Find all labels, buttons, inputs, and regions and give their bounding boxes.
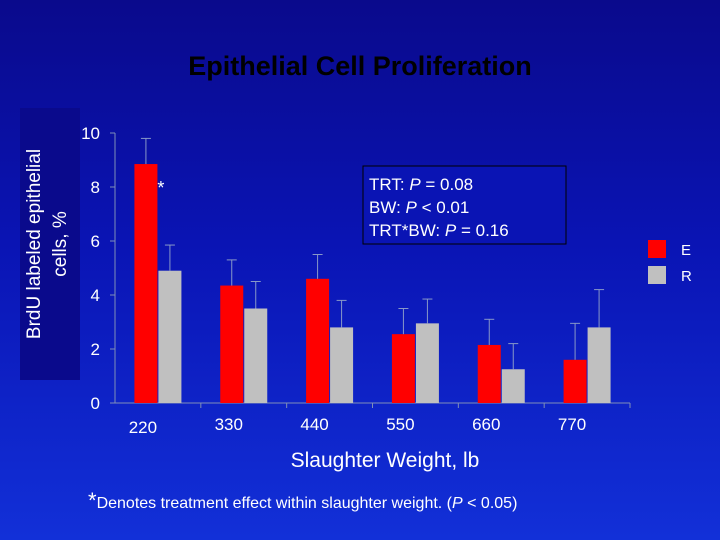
plot-area: 0 2 4 6 8 10 220 * 330 440 550 660 770 bbox=[81, 124, 631, 437]
stats-line-2-value: < 0.01 bbox=[417, 198, 469, 217]
x-tick-label: 660 bbox=[472, 415, 500, 434]
y-tick-label: 6 bbox=[91, 232, 100, 251]
x-tick-label: 550 bbox=[386, 415, 414, 434]
stats-line-3: TRT*BW: P = 0.16 bbox=[369, 221, 509, 240]
bar-e bbox=[391, 334, 415, 403]
stats-line-1-value: = 0.08 bbox=[421, 175, 473, 194]
bar-e bbox=[134, 164, 158, 403]
significance-star: * bbox=[157, 178, 164, 198]
y-tick-label: 10 bbox=[81, 124, 100, 143]
footnote: *Denotes treatment effect within slaught… bbox=[88, 488, 517, 513]
bar-e bbox=[220, 285, 244, 403]
stats-line-1: TRT: P = 0.08 bbox=[369, 175, 473, 194]
legend: E R bbox=[648, 240, 692, 285]
footnote-star: * bbox=[88, 488, 97, 513]
y-axis-label-line-1: BrdU labeled epithelial bbox=[24, 149, 45, 339]
bar-r bbox=[501, 369, 525, 403]
stats-line-1-p: P bbox=[409, 175, 421, 194]
x-axis-label: Slaughter Weight, lb bbox=[291, 449, 480, 472]
x-tick-label: 770 bbox=[558, 415, 586, 434]
stats-line-2-label: BW: bbox=[369, 198, 406, 217]
bar-r bbox=[587, 327, 611, 403]
legend-swatch-e bbox=[648, 240, 666, 258]
stats-line-3-label: TRT*BW: bbox=[369, 221, 445, 240]
y-axis-label-line-2: cells, % bbox=[50, 211, 71, 277]
stats-line-2-p: P bbox=[406, 198, 418, 217]
legend-label-r: R bbox=[681, 268, 692, 285]
y-tick-label: 0 bbox=[91, 394, 100, 413]
stats-line-1-label: TRT: bbox=[369, 175, 409, 194]
bar-e bbox=[306, 278, 330, 403]
stats-box-frame bbox=[362, 165, 567, 245]
bar-r bbox=[330, 327, 354, 403]
legend-swatch-r bbox=[648, 266, 666, 284]
stats-line-3-value: = 0.16 bbox=[456, 221, 508, 240]
stats-box: TRT: P = 0.08 BW: P < 0.01 TRT*BW: P = 0… bbox=[362, 165, 567, 245]
footnote-text: Denotes treatment effect within slaughte… bbox=[97, 495, 453, 512]
footnote-p: P bbox=[452, 495, 463, 512]
legend-label-e: E bbox=[681, 242, 691, 259]
bar-r bbox=[244, 308, 268, 403]
ylabel-box bbox=[20, 108, 80, 380]
bar-e bbox=[477, 344, 501, 403]
y-tick-label: 8 bbox=[91, 178, 100, 197]
y-tick-label: 2 bbox=[91, 340, 100, 359]
x-tick-label: 440 bbox=[300, 415, 328, 434]
footnote-rest: < 0.05) bbox=[463, 495, 518, 512]
bar-r bbox=[158, 270, 182, 403]
chart-title: Epithelial Cell Proliferation bbox=[188, 51, 532, 81]
stats-line-3-p: P bbox=[445, 221, 457, 240]
stats-line-2: BW: P < 0.01 bbox=[369, 198, 469, 217]
y-tick-label: 4 bbox=[91, 286, 100, 305]
bar-e bbox=[563, 359, 587, 403]
y-axis-label: BrdU labeled epithelial cells, % bbox=[24, 149, 71, 339]
x-tick-label: 330 bbox=[215, 415, 243, 434]
bar-r bbox=[415, 323, 439, 403]
x-tick-label: 220 bbox=[129, 418, 157, 437]
